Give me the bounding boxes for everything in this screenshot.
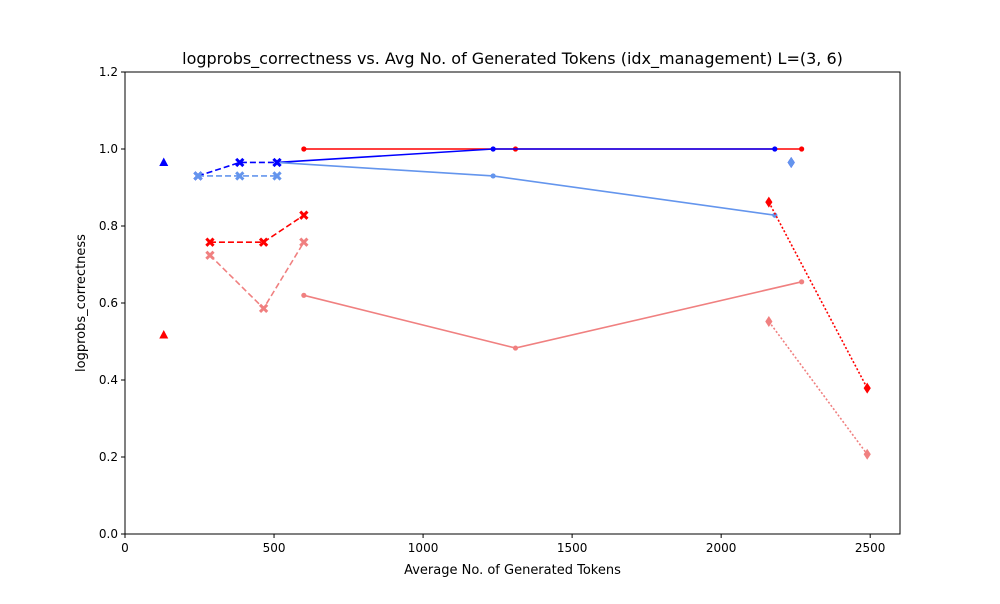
x-tick-label: 1000 bbox=[408, 541, 439, 555]
data-point-x bbox=[235, 171, 245, 181]
data-point-dot bbox=[512, 345, 519, 351]
data-point-x bbox=[193, 171, 203, 181]
plot-frame bbox=[124, 71, 901, 535]
series-line bbox=[197, 161, 278, 177]
series-line bbox=[209, 214, 305, 243]
data-point-dot bbox=[799, 279, 805, 285]
data-point-x bbox=[205, 250, 215, 260]
y-tick-label: 0.6 bbox=[99, 296, 118, 310]
data-point-x bbox=[235, 157, 245, 168]
y-tick-label: 1.0 bbox=[99, 142, 118, 156]
series-group bbox=[301, 279, 805, 351]
x-tick-label: 2000 bbox=[706, 541, 737, 555]
data-point-triangle bbox=[159, 329, 169, 339]
y-axis-label: logprobs_correctness bbox=[74, 234, 89, 372]
series-line bbox=[768, 201, 868, 389]
x-tick-label: 2500 bbox=[855, 541, 886, 555]
data-point-x bbox=[272, 171, 282, 181]
data-point-x bbox=[299, 237, 309, 247]
data-point-x bbox=[258, 237, 269, 247]
y-tick-label: 0.4 bbox=[99, 373, 118, 387]
data-point-dot bbox=[490, 173, 496, 179]
x-tick-label: 1500 bbox=[557, 541, 588, 555]
plot-area bbox=[159, 146, 871, 460]
axis-ticks: 0 500 1000 1500 2000 2500 0.0 0.2 0.4 0.6 0.8 1.0 1.… bbox=[99, 65, 886, 555]
data-point-dot bbox=[301, 146, 307, 152]
data-point-dot bbox=[301, 292, 307, 298]
data-point-dot bbox=[799, 146, 805, 152]
data-point-diamond bbox=[863, 382, 871, 394]
series-line bbox=[768, 321, 868, 455]
series-group bbox=[765, 196, 871, 394]
y-tick-label: 0.0 bbox=[99, 527, 118, 541]
y-tick-label: 0.8 bbox=[99, 219, 118, 233]
data-point-diamond bbox=[787, 156, 795, 168]
data-point-dot bbox=[490, 146, 496, 152]
series-group bbox=[159, 157, 169, 166]
y-tick-label: 0.2 bbox=[99, 450, 118, 464]
series-group bbox=[787, 156, 795, 168]
y-tick-label: 1.2 bbox=[99, 65, 118, 79]
series-group bbox=[205, 237, 309, 314]
series-group bbox=[159, 329, 169, 339]
x-axis-label: Average No. of Generated Tokens bbox=[404, 563, 621, 578]
data-point-diamond bbox=[765, 315, 773, 327]
data-point-dot bbox=[772, 146, 778, 152]
chart-title: logprobs_correctness vs. Avg No. of Gene… bbox=[182, 49, 843, 69]
series-group bbox=[765, 315, 871, 460]
data-point-diamond bbox=[765, 196, 773, 208]
x-tick-label: 0 bbox=[121, 541, 129, 555]
series-group bbox=[193, 171, 282, 181]
data-point-x bbox=[258, 303, 269, 314]
data-point-x bbox=[272, 157, 282, 168]
data-point-x bbox=[205, 237, 215, 247]
data-point-triangle bbox=[159, 157, 169, 166]
series-group bbox=[205, 210, 309, 247]
x-tick-label: 500 bbox=[263, 541, 286, 555]
data-point-diamond bbox=[863, 448, 871, 460]
data-point-x bbox=[299, 210, 309, 220]
